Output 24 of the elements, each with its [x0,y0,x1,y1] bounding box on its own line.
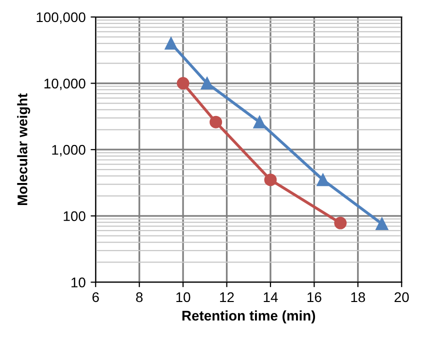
y-tick-label: 1,000 [52,144,86,156]
x-tick-label: 20 [394,292,409,302]
point [334,216,347,230]
x-tick-label: 10 [176,292,190,302]
y-axis-title: Molecular weight [17,93,30,206]
y-tick-label: 10,000 [44,78,86,90]
y-tick-label: 100 [64,211,86,222]
x-tick-label: 16 [308,292,322,302]
point [176,77,190,90]
point [376,218,388,230]
point [164,37,178,50]
x-axis-title: Retention time (min) [182,310,316,324]
point [264,174,277,186]
x-tick-label: 18 [351,292,366,302]
point [253,116,266,128]
y-tick-label: 100,000 [36,12,86,24]
point [210,116,222,128]
x-tick-label: 14 [264,292,278,302]
x-tick-label: 8 [136,292,143,302]
x-tick-label: 6 [92,292,99,302]
point [200,77,214,90]
y-tick-label: 10 [72,278,86,288]
x-tick-label: 12 [220,292,234,302]
point [316,174,330,186]
